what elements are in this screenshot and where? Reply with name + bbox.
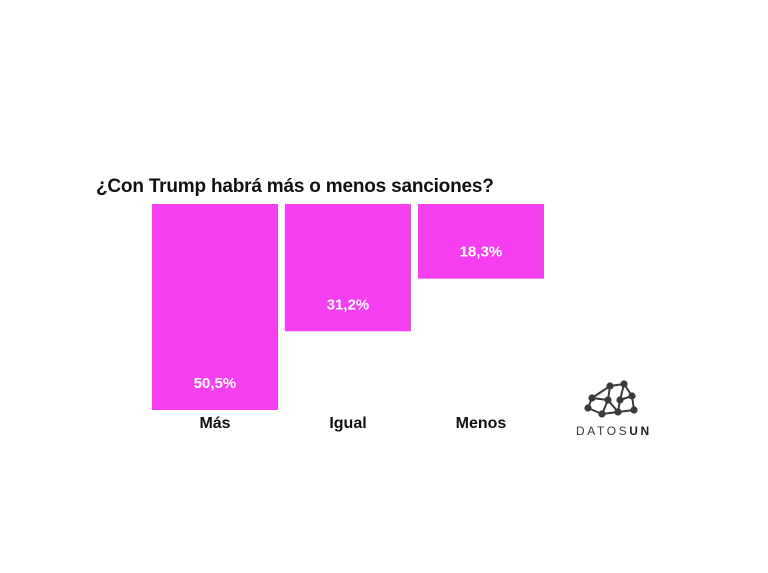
chart-title: ¿Con Trump habrá más o menos sanciones?	[96, 176, 494, 197]
value-label-menos: 18,3%	[460, 244, 503, 261]
category-label-mas: Más	[199, 415, 230, 432]
logo-wordmark: DATOSUN	[576, 424, 652, 438]
network-nodes-icon	[584, 380, 638, 418]
value-label-mas: 50,5%	[194, 375, 237, 392]
value-label-igual: 31,2%	[327, 296, 370, 313]
logo-text-light: DATOS	[576, 424, 630, 438]
category-label-menos: Menos	[456, 415, 507, 432]
logo-text-strong: UN	[629, 424, 652, 438]
bar-menos	[418, 204, 544, 279]
bar-mas	[152, 204, 278, 410]
bar-igual	[285, 204, 411, 332]
category-label-igual: Igual	[329, 415, 366, 432]
